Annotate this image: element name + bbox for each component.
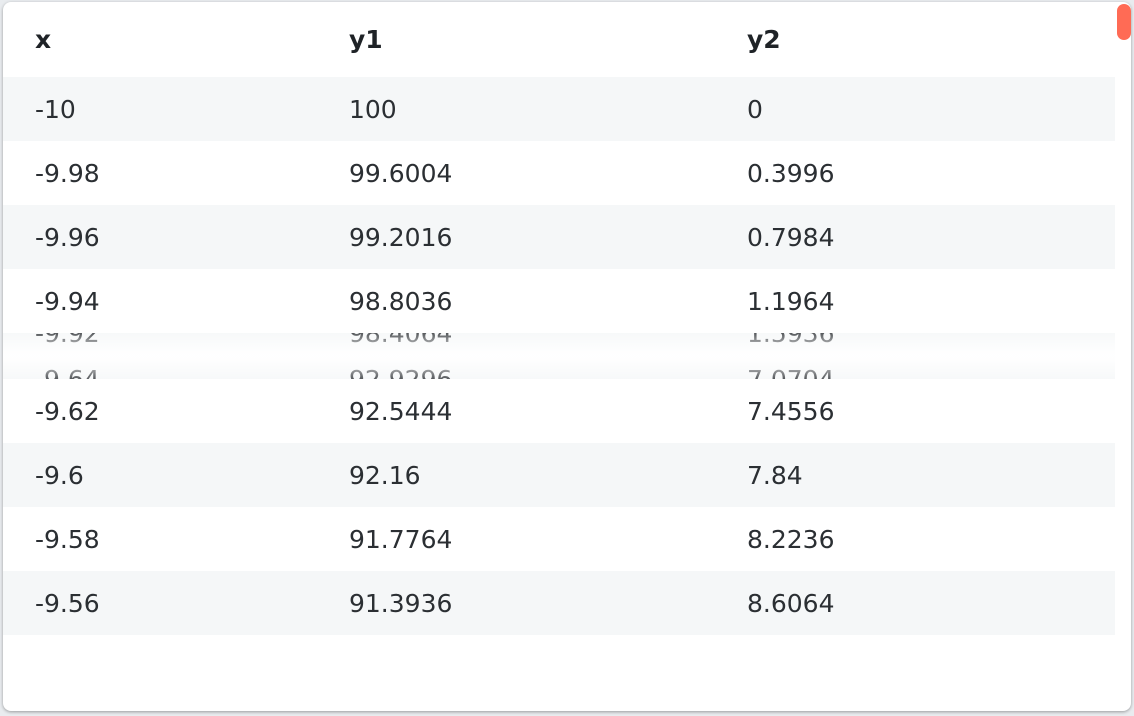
table-row[interactable]: -9.98 99.6004 0.3996 — [3, 141, 1115, 205]
cell-x: -9.6 — [35, 460, 84, 490]
cell-y2: 7.4556 — [747, 396, 835, 426]
table-row[interactable]: -9.56 91.3936 8.6064 — [3, 571, 1115, 635]
cell-y1: 99.2016 — [349, 222, 453, 252]
cell-y2: 8.6064 — [747, 588, 835, 618]
cell-x: -9.58 — [35, 524, 100, 554]
data-table-card: x y1 y2 -10 100 0 -9.98 99.6004 0.3996 -… — [3, 2, 1131, 711]
table-row[interactable]: -9.94 98.8036 1.1964 — [3, 269, 1115, 333]
scrollbar-thumb[interactable] — [1117, 4, 1131, 40]
cell-y1: 92.16 — [349, 460, 421, 490]
cell-y1: 92.5444 — [349, 396, 453, 426]
cell-y2: 1.1964 — [747, 286, 835, 316]
table-row[interactable]: -9.6 92.16 7.84 — [3, 443, 1115, 507]
cell-y2: 7.84 — [747, 460, 803, 490]
cell-y2: 0 — [747, 94, 763, 124]
table-row[interactable]: -10 100 0 — [3, 77, 1115, 141]
cell-y1: 99.6004 — [349, 158, 453, 188]
column-header-y1[interactable]: y1 — [349, 25, 383, 54]
cell-x: -9.98 — [35, 158, 100, 188]
cell-y1: 91.7764 — [349, 524, 453, 554]
cell-y1: 98.8036 — [349, 286, 453, 316]
virtualized-scroll-gap: -9.92 98.4064 1.5936 -9.64 92.9296 7.070… — [3, 333, 1115, 379]
cell-y1: 91.3936 — [349, 588, 453, 618]
column-header-x[interactable]: x — [35, 25, 52, 54]
cell-x: -9.56 — [35, 588, 100, 618]
cell-y2: 8.2236 — [747, 524, 835, 554]
column-header-y2[interactable]: y2 — [747, 25, 781, 54]
cell-x: -9.96 — [35, 222, 100, 252]
cell-y2: 0.3996 — [747, 158, 835, 188]
table-row[interactable]: -9.62 92.5444 7.4556 — [3, 379, 1115, 443]
vertical-scrollbar[interactable] — [1115, 2, 1131, 711]
table-header-row: x y1 y2 — [3, 2, 1115, 77]
table-row[interactable]: -9.96 99.2016 0.7984 — [3, 205, 1115, 269]
cell-x: -9.62 — [35, 396, 100, 426]
data-table: x y1 y2 -10 100 0 -9.98 99.6004 0.3996 -… — [3, 2, 1115, 635]
cell-x: -9.94 — [35, 286, 100, 316]
cell-x: -10 — [35, 94, 76, 124]
cell-y2: 0.7984 — [747, 222, 835, 252]
cell-y1: 100 — [349, 94, 397, 124]
fade-overlay — [3, 333, 1115, 379]
table-row[interactable]: -9.58 91.7764 8.2236 — [3, 507, 1115, 571]
